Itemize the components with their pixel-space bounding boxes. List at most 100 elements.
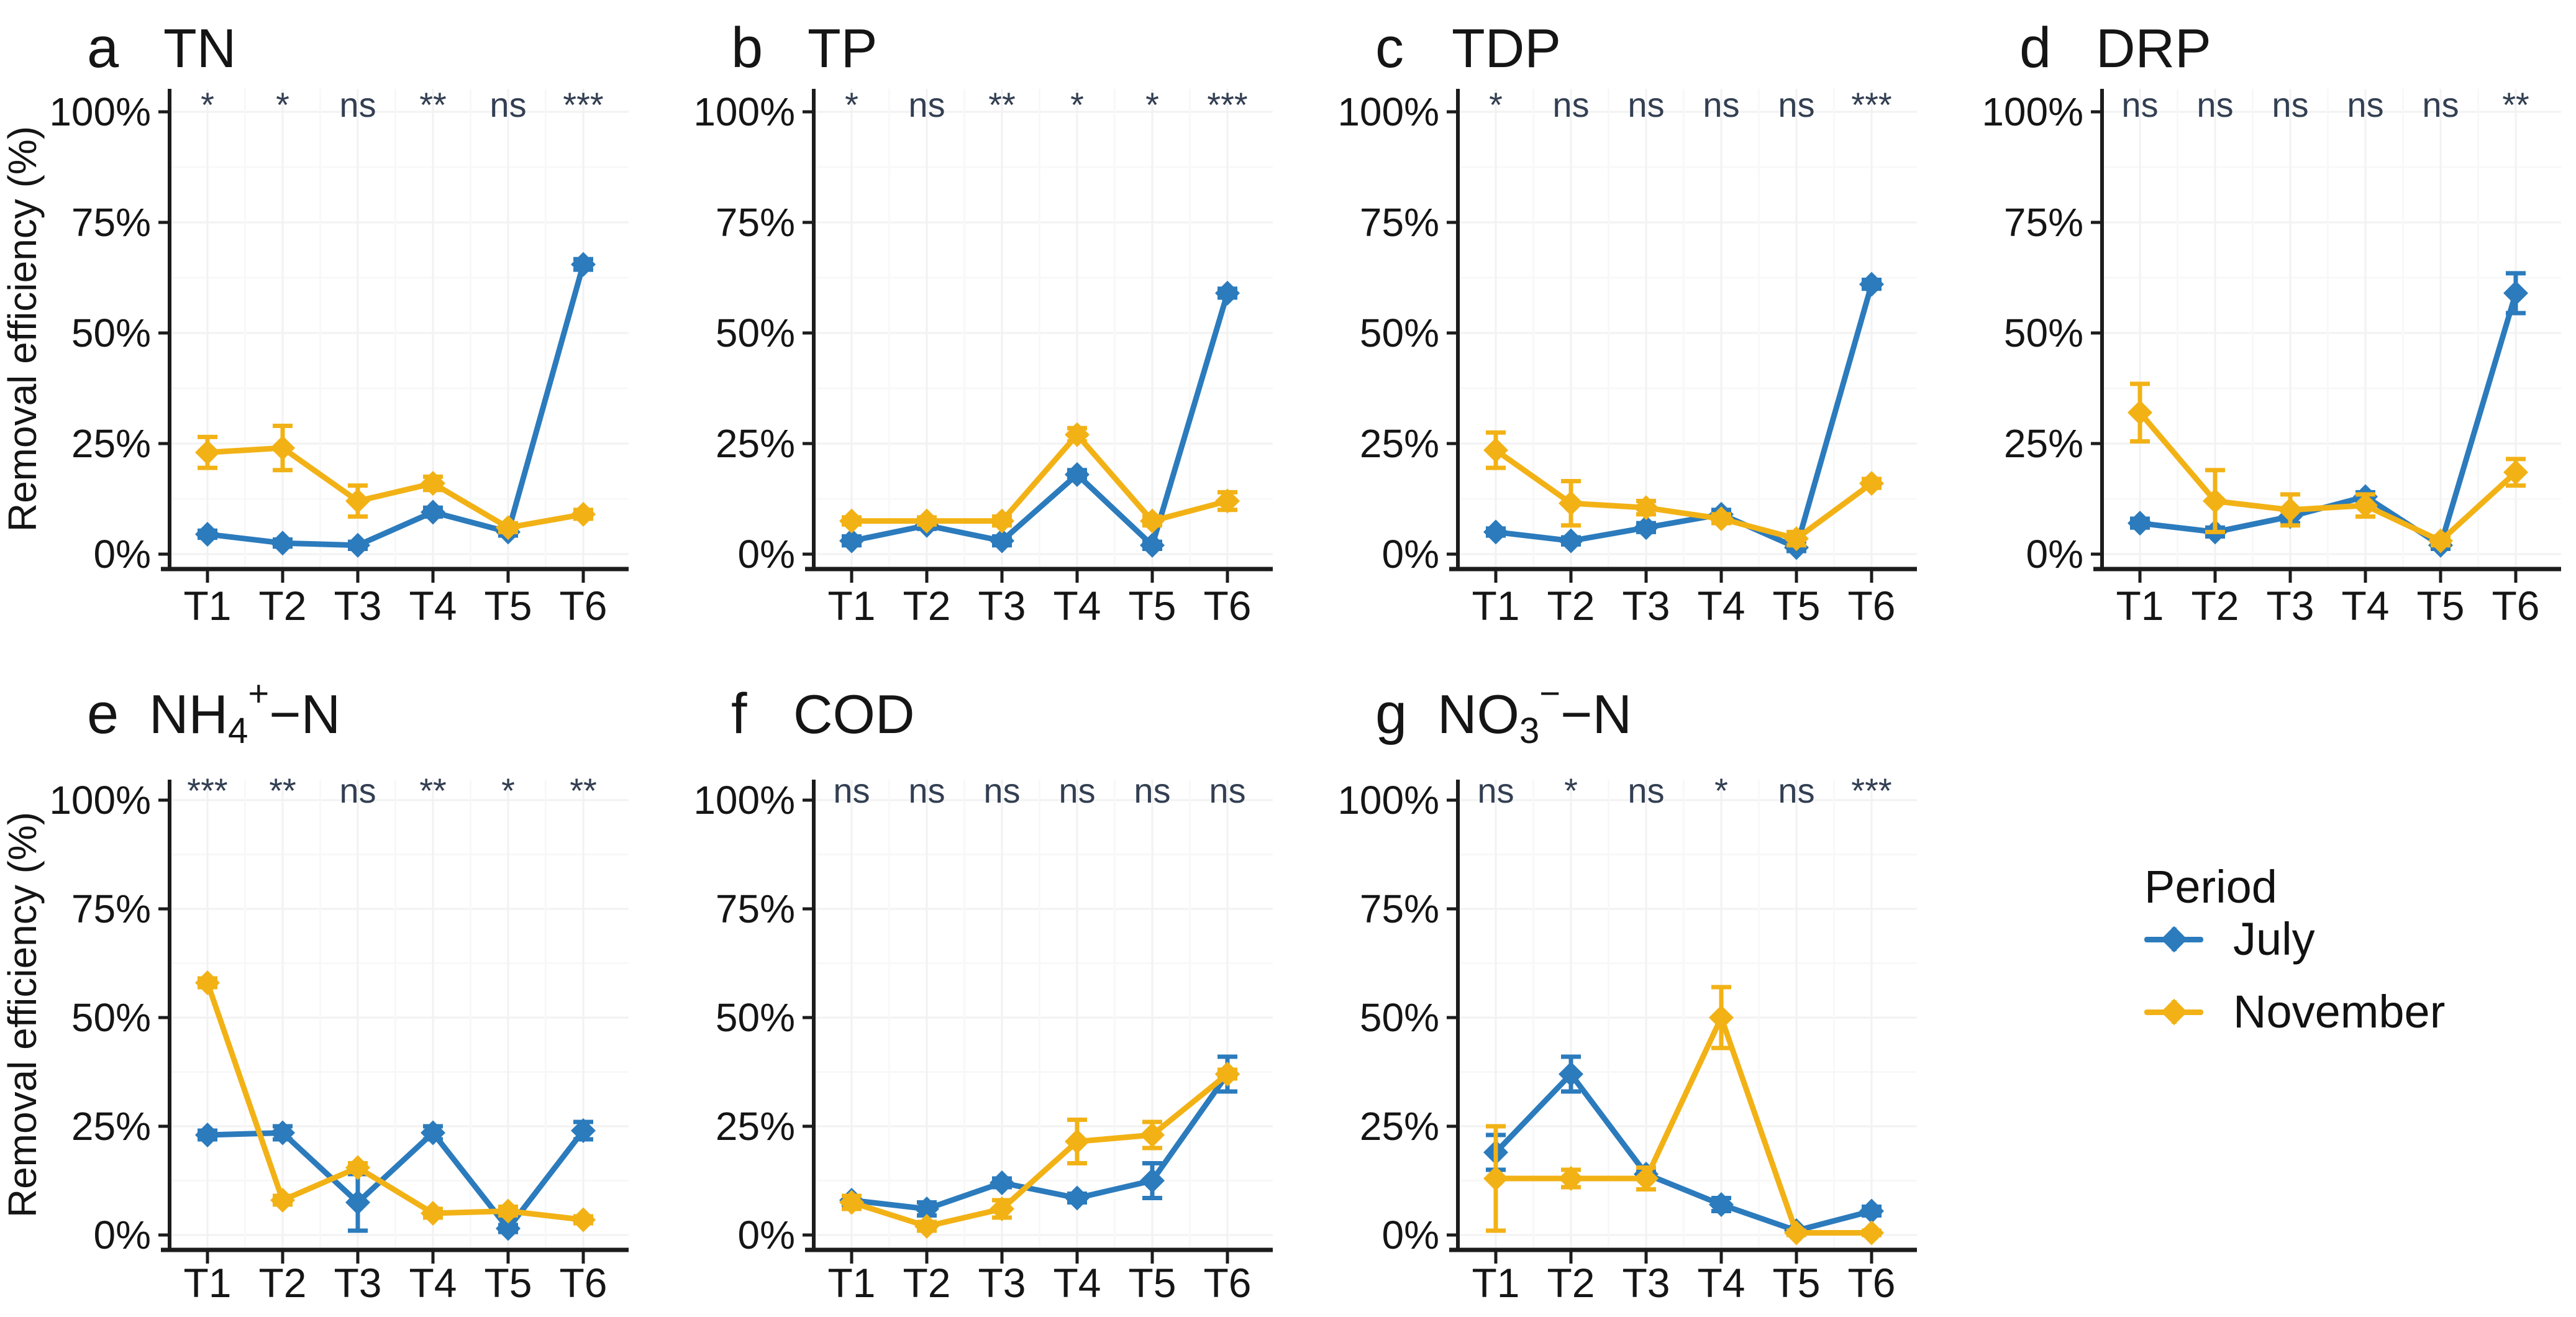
november-point-T1	[1483, 437, 1508, 463]
x-tick-label: T1	[183, 583, 231, 629]
panel-a-title: TN	[163, 17, 236, 79]
y-tick-label: 0%	[94, 532, 152, 576]
november-point-T6	[1215, 488, 1240, 514]
legend-label-november: November	[2233, 986, 2446, 1037]
sig-label-T4: *	[1070, 85, 1084, 124]
y-tick-label: 0%	[738, 1213, 796, 1257]
y-tick-label: 100%	[1982, 89, 2083, 134]
july-point-T6	[1859, 271, 1884, 297]
sig-label-T2: **	[269, 771, 296, 810]
november-point-T5	[496, 1198, 521, 1224]
november-point-T5	[1140, 1123, 1165, 1147]
november-point-T5	[1140, 508, 1165, 534]
x-tick-label: T4	[1697, 583, 1745, 629]
sig-label-T2: ns	[2196, 85, 2233, 124]
november-point-T3	[2278, 497, 2303, 522]
november-point-T4	[1709, 506, 1734, 532]
november-point-T5	[1784, 526, 1809, 552]
july-point-T1	[195, 1123, 220, 1147]
sig-label-T6: ns	[1209, 771, 1245, 810]
november-errorbar-key-icon	[2144, 992, 2203, 1032]
july-point-T5	[496, 1216, 521, 1241]
july-point-T6	[2503, 280, 2528, 306]
x-tick-label: T1	[1472, 1260, 1519, 1306]
y-tick-label: 25%	[2004, 421, 2083, 466]
sig-label-T4: **	[419, 85, 447, 124]
y-tick-label: 50%	[71, 311, 151, 355]
november-point-T2	[1559, 1166, 1583, 1191]
november-point-T3	[1634, 1166, 1659, 1191]
x-tick-label: T6	[1203, 1260, 1251, 1306]
y-tick-label: 75%	[71, 886, 151, 931]
july-errorbar-key-icon	[2144, 919, 2203, 959]
panel-e-chart: 100%75%50%25%0%T1 T2 T3 T4 T5 T6*** ** ns ** * **e…	[0, 673, 629, 1306]
y-tick-label: 100%	[693, 778, 795, 823]
sig-label-T5: ns	[1778, 85, 1814, 124]
x-tick-label: T4	[1697, 1260, 1745, 1306]
sig-label-T2: ns	[908, 771, 945, 810]
july-point-T2	[270, 1120, 295, 1146]
y-tick-label: 25%	[71, 1104, 151, 1149]
x-tick-label: T3	[334, 1260, 381, 1306]
july-point-T2	[1559, 528, 1583, 554]
july-point-T6	[1859, 1198, 1884, 1224]
november-point-T5	[1784, 1220, 1809, 1246]
y-tick-label: 50%	[2004, 311, 2083, 355]
x-tick-label: T2	[258, 583, 306, 629]
legend-label-july: July	[2233, 913, 2315, 965]
x-tick-label: T5	[2416, 583, 2464, 629]
july-point-T3	[1634, 515, 1659, 540]
panel-g-letter: g	[1375, 682, 1407, 745]
y-tick-label: 50%	[71, 995, 151, 1040]
november-line	[852, 430, 1229, 524]
november-point-T2	[270, 435, 295, 461]
july-point-T2	[1559, 1062, 1583, 1087]
x-tick-label: T3	[1622, 1260, 1670, 1306]
panel-f-letter: f	[731, 682, 747, 745]
november-point-T3	[345, 1155, 370, 1180]
y-tick-label: 100%	[1337, 89, 1439, 134]
y-tick-label: 100%	[49, 89, 151, 134]
y-tick-label: 100%	[693, 89, 795, 134]
november-point-T1	[839, 1190, 864, 1215]
sig-label-T1: ns	[833, 771, 870, 810]
sig-label-T2: ns	[1552, 85, 1589, 124]
panel-f-title: COD	[793, 683, 915, 745]
y-tick-label: 0%	[1382, 532, 1440, 576]
november-point-T2	[270, 1188, 295, 1213]
x-tick-label: T3	[334, 583, 381, 629]
sig-label-T5: *	[1145, 85, 1159, 124]
x-tick-label: T2	[1547, 1260, 1595, 1306]
november-point-T1	[195, 970, 220, 995]
july-line	[851, 292, 1231, 551]
sig-label-T1: *	[1489, 85, 1503, 124]
legend-item-july: July	[2144, 913, 2315, 965]
sig-label-T2: *	[1564, 771, 1578, 810]
november-point-T1	[2128, 400, 2152, 426]
november-line	[1496, 1010, 1872, 1236]
panel-d-letter: d	[2019, 16, 2051, 80]
sig-label-T3: ns	[2272, 85, 2308, 124]
sig-label-T3: ns	[339, 771, 376, 810]
sig-label-T5: ns	[2422, 85, 2459, 124]
sig-label-T6: **	[570, 771, 597, 810]
november-point-T4	[2353, 493, 2378, 518]
sig-label-T1: ns	[1477, 771, 1514, 810]
sig-label-T6: **	[2502, 85, 2529, 124]
x-tick-label: T5	[1128, 1260, 1176, 1306]
july-line	[851, 1072, 1230, 1212]
panel-c-chart: 100%75%50%25%0%T1 T2 T3 T4 T5 T6* ns ns ns ns ***c…	[1337, 16, 1917, 629]
november-point-T5	[2428, 528, 2453, 554]
y-tick-label: 75%	[2004, 200, 2083, 245]
sig-label-T2: ns	[908, 85, 945, 124]
x-tick-label: T6	[559, 583, 607, 629]
sig-label-T4: ns	[2347, 85, 2383, 124]
x-tick-label: T1	[2116, 583, 2164, 629]
sig-label-T1: *	[845, 85, 858, 124]
x-tick-label: T2	[903, 583, 950, 629]
sig-label-T3: ns	[983, 771, 1020, 810]
y-axis-title: Removal efficiency (%)	[0, 126, 45, 532]
y-tick-label: 25%	[716, 1104, 795, 1149]
november-point-T3	[990, 1196, 1014, 1221]
